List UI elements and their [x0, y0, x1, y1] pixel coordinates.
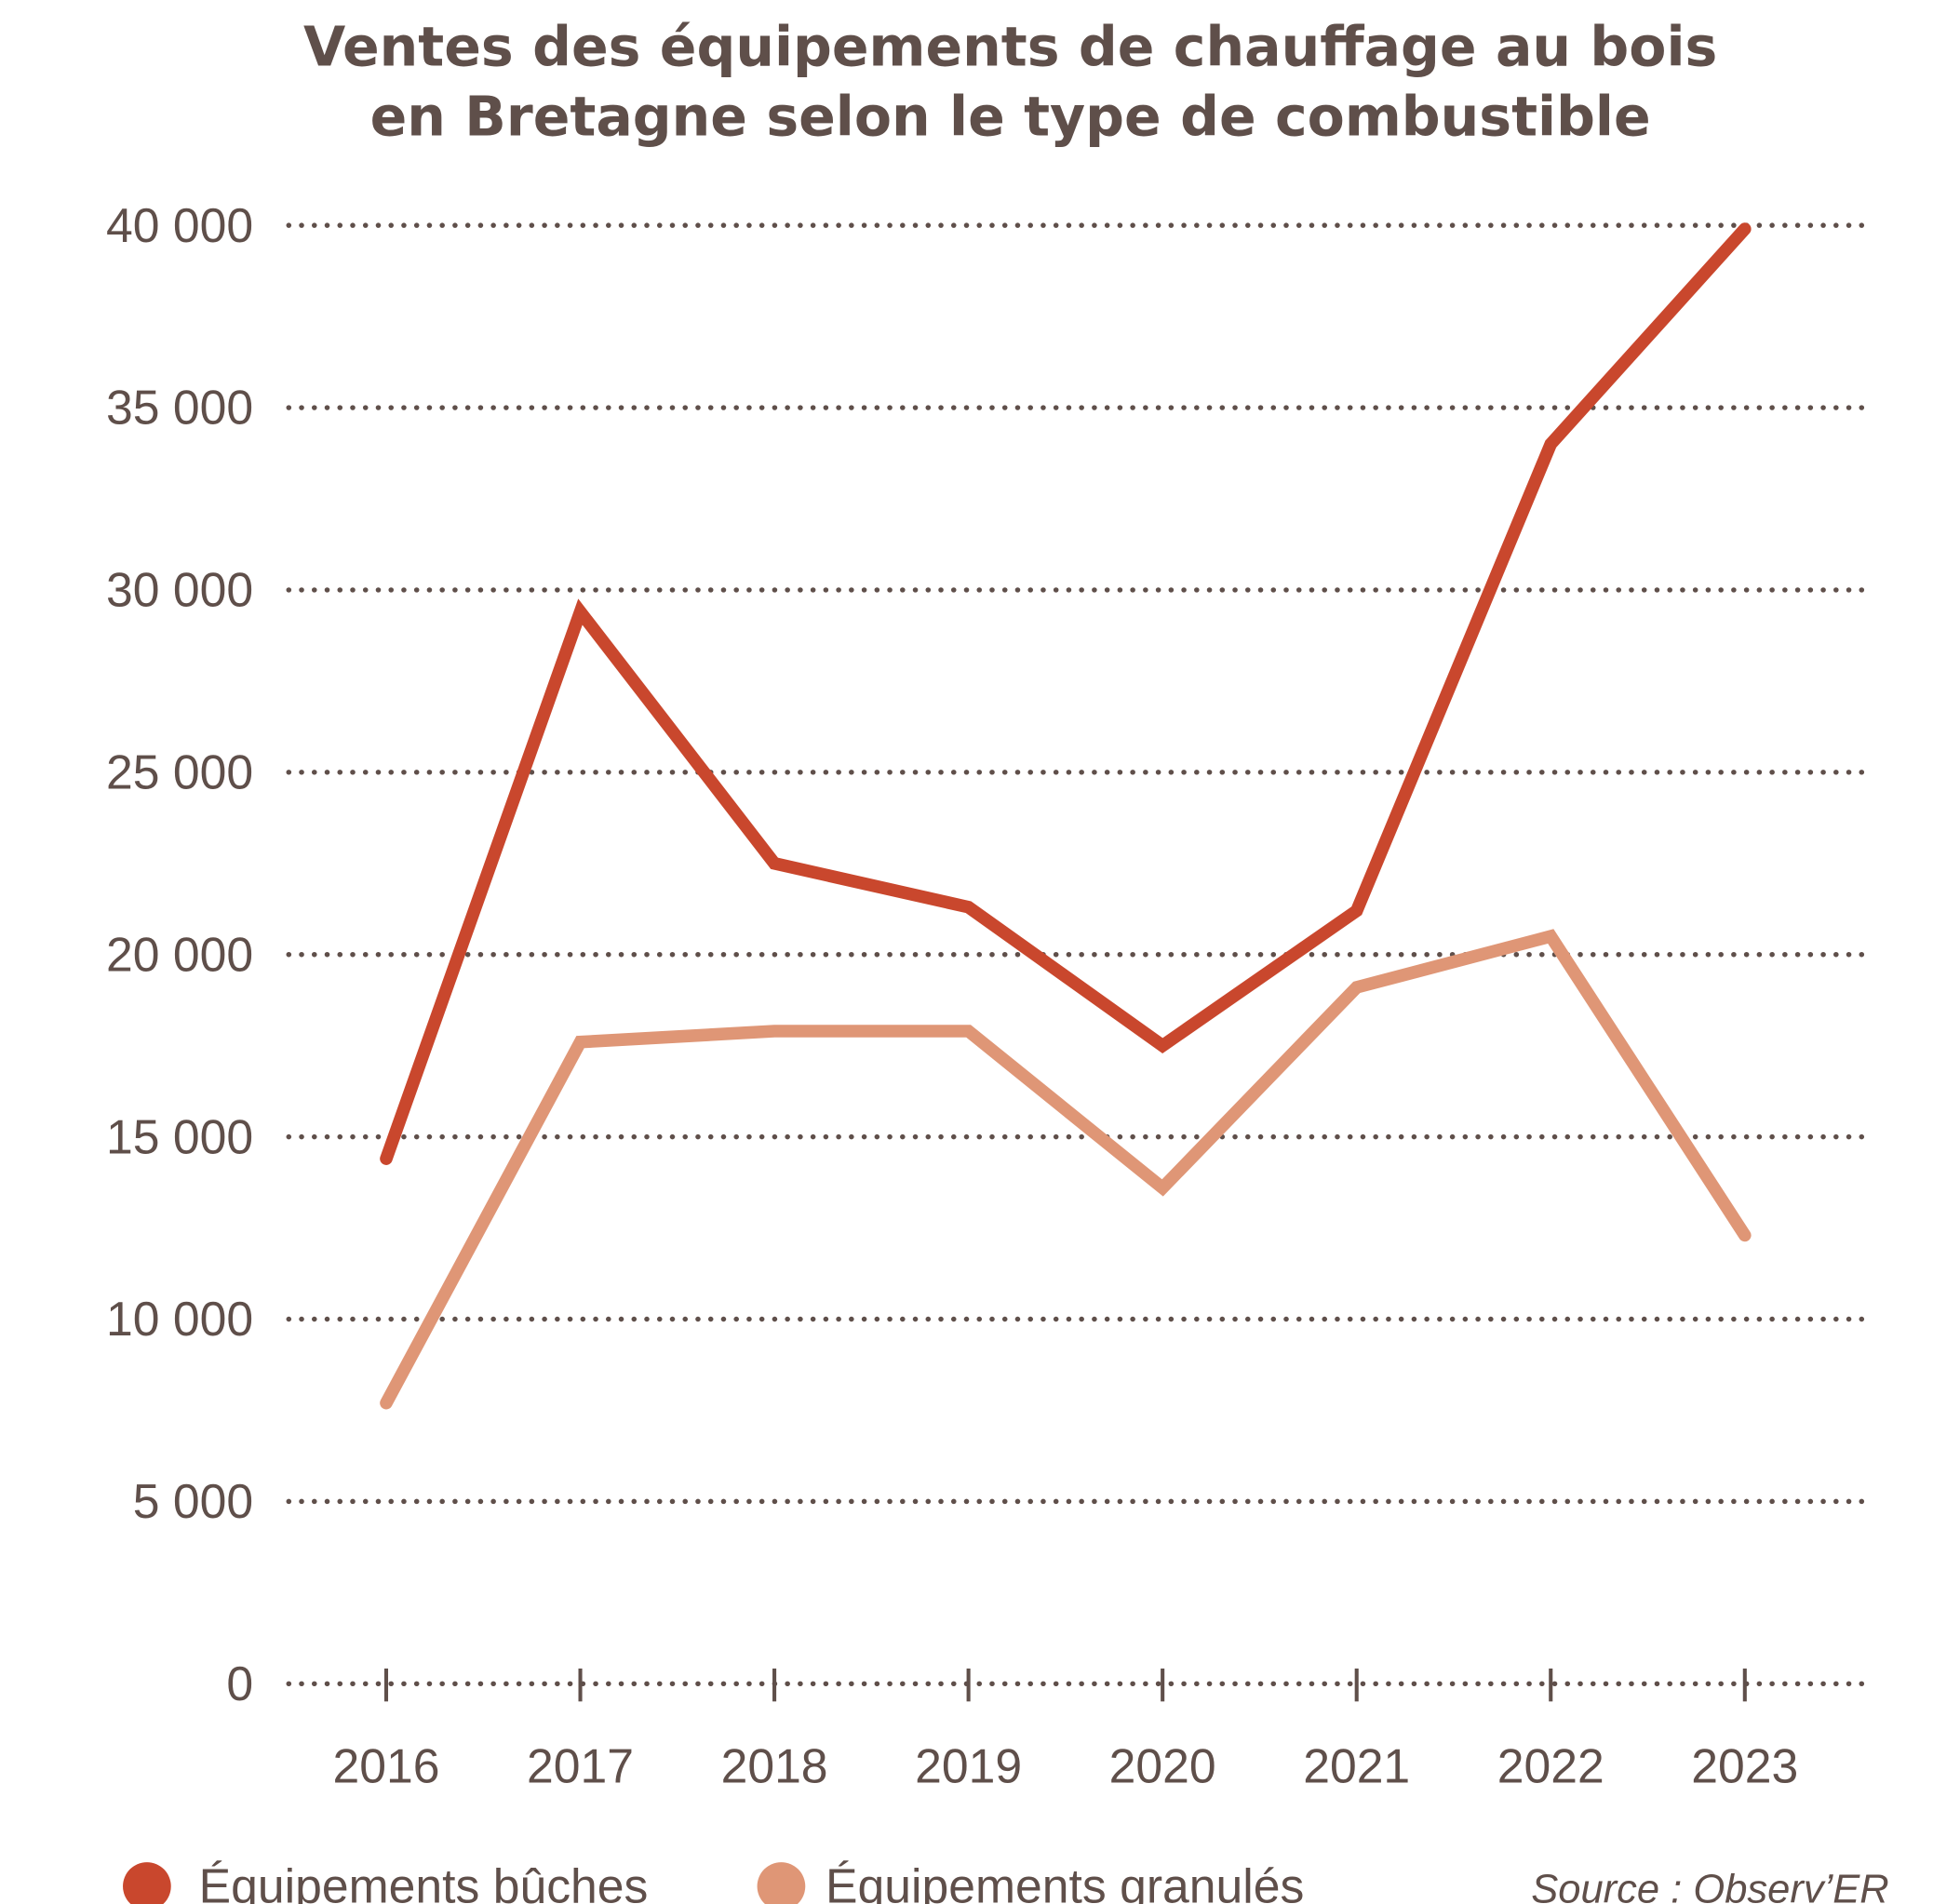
legend-marker-buches — [123, 1862, 171, 1904]
y-tick-label: 20 000 — [106, 927, 253, 981]
source-note: Source : Observ’ER — [1531, 1868, 1889, 1904]
chart-title-line-1: Ventes des équipements de chauffage au b… — [303, 16, 1717, 79]
x-tick-label: 2022 — [1497, 1738, 1604, 1792]
legend-marker-granules — [757, 1862, 806, 1904]
y-tick-label: 5 000 — [133, 1474, 253, 1528]
x-tick-label: 2018 — [721, 1738, 828, 1792]
series-line-0 — [380, 222, 1752, 1165]
legend-label-granules: Équipements granulés — [826, 1859, 1304, 1904]
y-tick-label: 0 — [226, 1656, 253, 1710]
x-tick-label: 2017 — [527, 1738, 634, 1792]
y-tick-label: 10 000 — [106, 1292, 253, 1346]
x-tick-label: 2019 — [915, 1738, 1022, 1792]
x-tick-label: 2020 — [1109, 1738, 1216, 1792]
y-tick-label: 30 000 — [106, 563, 253, 617]
chart-title-line-2: en Bretagne selon le type de combustible — [370, 86, 1651, 149]
legend-label-buches: Équipements bûches — [199, 1859, 649, 1904]
legend: Équipements bûches Équipements granulés — [123, 1859, 1304, 1904]
y-tick-label: 35 000 — [106, 381, 253, 435]
x-axis-ticks: 2016 2017 2018 2019 2020 2021 2022 2023 — [332, 1668, 1798, 1792]
x-tick-label: 2021 — [1303, 1738, 1410, 1792]
y-tick-label: 15 000 — [106, 1109, 253, 1163]
x-tick-label: 2016 — [332, 1738, 439, 1792]
y-tick-label: 25 000 — [106, 745, 253, 799]
gridlines — [286, 222, 1874, 1687]
y-axis-ticks: 0 5 000 10 000 15 000 20 000 25 000 30 000 35 0… — [106, 198, 253, 1710]
y-tick-label: 40 000 — [106, 198, 253, 252]
series-line-1 — [380, 929, 1752, 1410]
x-tick-label: 2023 — [1691, 1738, 1798, 1792]
series-lines — [380, 222, 1752, 1410]
